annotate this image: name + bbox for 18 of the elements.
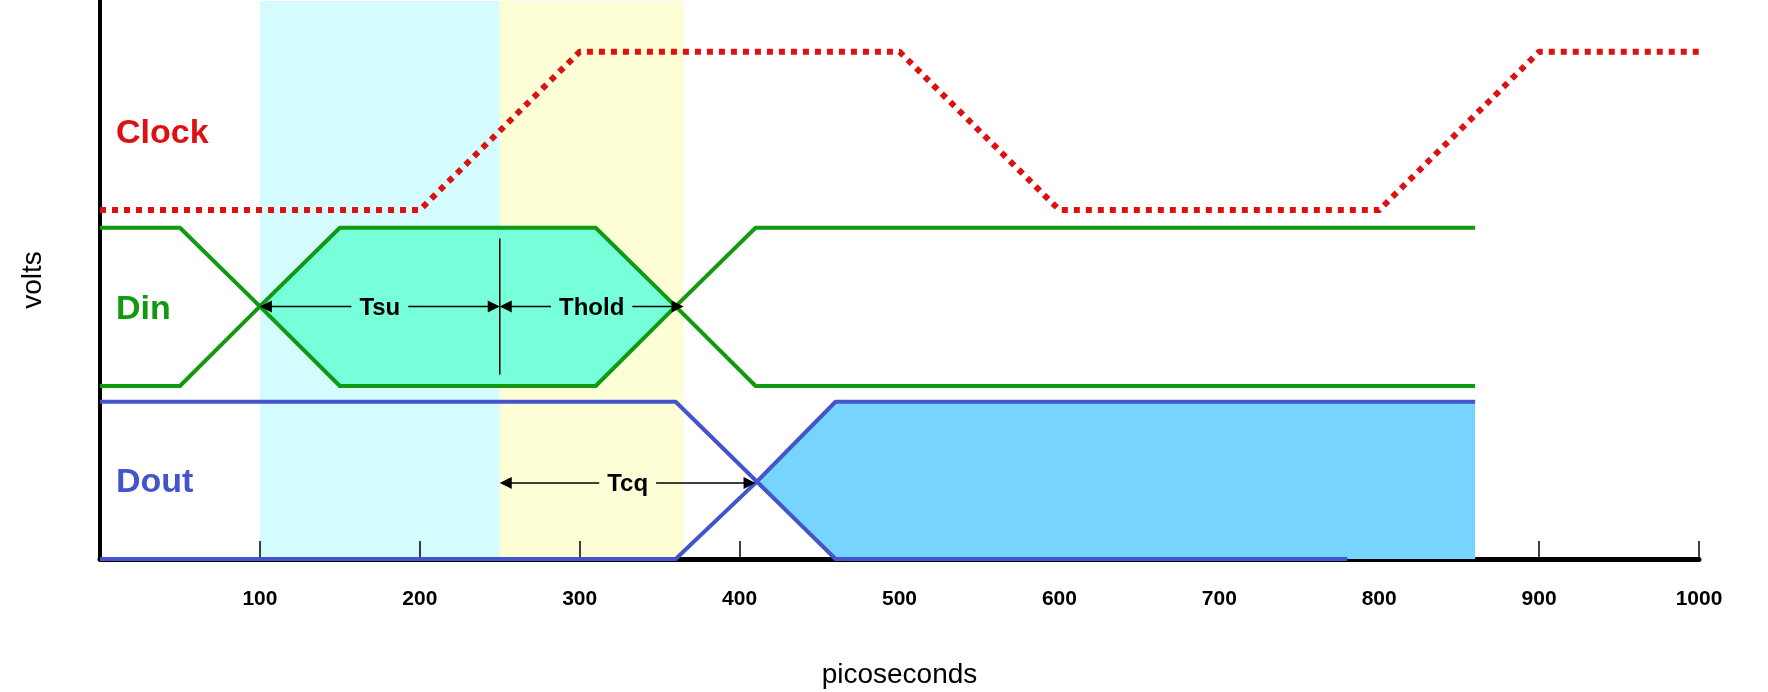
x-axis-title: picoseconds (821, 657, 978, 689)
x-tick-label: 300 (562, 586, 598, 609)
x-tick-label: 900 (1521, 586, 1557, 609)
series-label: Dout (116, 461, 194, 500)
x-tick-label: 500 (881, 586, 918, 609)
x-tick-label: 100 (242, 586, 278, 609)
x-tick-label: 600 (1041, 586, 1077, 609)
series-label: Clock (116, 111, 209, 150)
x-tick-label: 700 (1201, 586, 1237, 609)
annotation: Tcq (607, 469, 649, 497)
y-axis-title: volts (15, 251, 47, 309)
x-tick-label: 200 (402, 586, 438, 609)
band-label: Tsu (359, 292, 401, 320)
x-tick-label: 400 (722, 586, 758, 609)
x-tick-label: 1000 (1675, 586, 1723, 609)
band-label: Thold (559, 292, 625, 320)
x-tick-label: 800 (1361, 586, 1397, 609)
series-label: Din (116, 287, 171, 326)
